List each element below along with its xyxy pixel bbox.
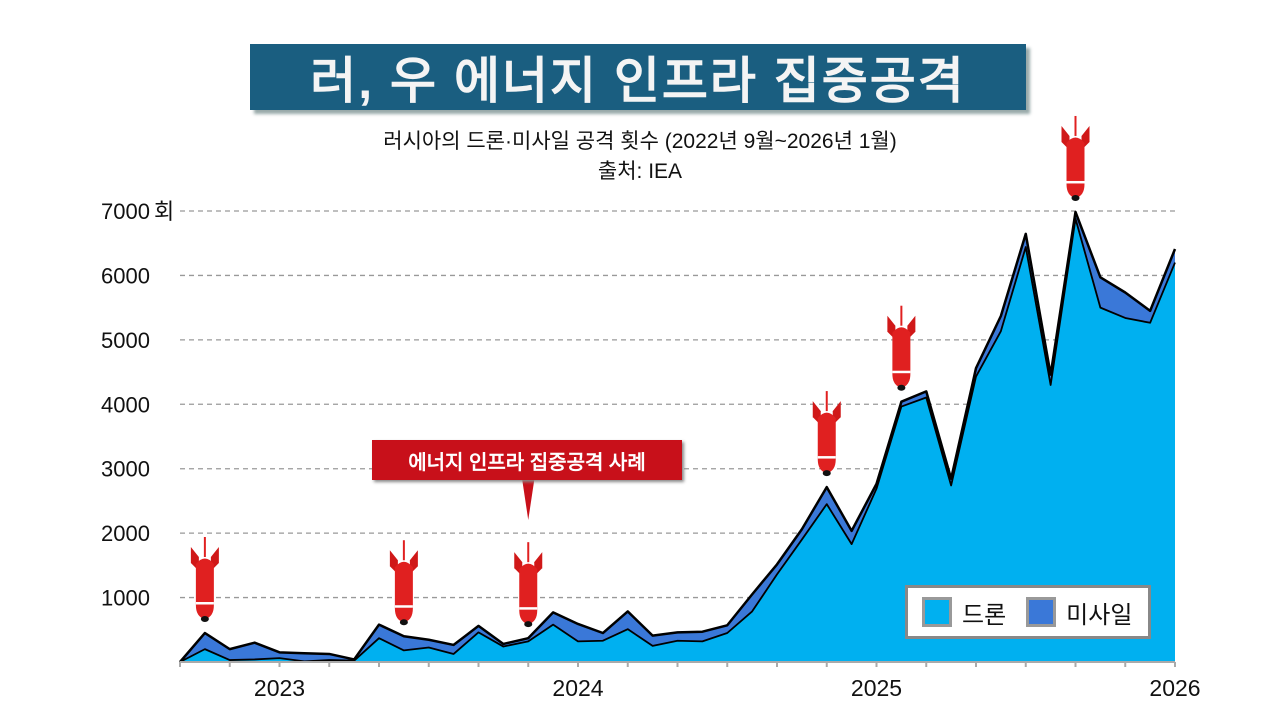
legend-swatch-missile — [1026, 597, 1057, 627]
rocket-icon — [887, 305, 916, 391]
rocket-band — [195, 602, 214, 605]
legend: 드론 미사일 — [905, 585, 1151, 639]
rocket-icon — [1061, 115, 1090, 201]
rocket-icon — [812, 391, 841, 477]
rocket-band — [1066, 180, 1085, 184]
rocket-tip — [399, 619, 408, 626]
y-tick-label: 5000 — [101, 328, 150, 353]
rocket-body — [195, 558, 214, 620]
legend-label-drone: 드론 — [962, 601, 1007, 629]
rocket-body — [892, 327, 911, 388]
rocket-band — [817, 456, 836, 459]
line-drone — [179, 217, 1176, 663]
rocket-tip — [524, 621, 533, 628]
y-tick-label: 6000 — [101, 263, 150, 288]
rocket-tip — [1071, 194, 1080, 201]
rocket-icon — [190, 537, 219, 623]
y-tick-label: 4000 — [101, 392, 150, 417]
y-tick-label: 2000 — [101, 521, 150, 546]
rocket-body — [519, 563, 538, 625]
x-tick-label: 2026 — [1149, 675, 1200, 701]
rocket-body — [817, 412, 836, 474]
y-tick-label: 7000 — [101, 199, 150, 224]
area-drone — [180, 218, 1175, 662]
rocket-band — [394, 605, 413, 608]
x-tick-label: 2025 — [851, 675, 902, 701]
y-tick-label: 3000 — [101, 457, 150, 482]
x-tick-label: 2024 — [552, 675, 603, 701]
rocket-tip — [200, 616, 209, 623]
rocket-band — [519, 607, 538, 610]
callout-pointer — [522, 480, 535, 520]
chart-title: 러, 우 에너지 인프라 집중공격 — [310, 53, 966, 109]
y-tick-label: 1000 — [101, 586, 150, 611]
line-total — [179, 210, 1177, 663]
rocket-icon — [389, 540, 418, 626]
rocket-icon — [514, 542, 543, 628]
chart-subtitle: 러시아의 드론·미사일 공격 횟수 (2022년 9월~2026년 1월) — [383, 130, 897, 153]
rocket-band — [892, 370, 911, 374]
rocket-body — [394, 561, 413, 623]
x-tick-label: 2023 — [254, 675, 305, 701]
rocket-tip — [897, 384, 906, 391]
y-unit-label: 회 — [154, 199, 174, 224]
title-box: 러, 우 에너지 인프라 집중공격 — [250, 44, 1026, 110]
legend-swatch-drone — [922, 597, 952, 627]
rocket-body — [1066, 137, 1085, 198]
callout-label: 에너지 인프라 집중공격 사례 — [372, 440, 682, 480]
rocket-tip — [822, 470, 831, 477]
chart-source: 출처: IEA — [597, 160, 683, 183]
legend-label-missile: 미사일 — [1066, 601, 1133, 629]
